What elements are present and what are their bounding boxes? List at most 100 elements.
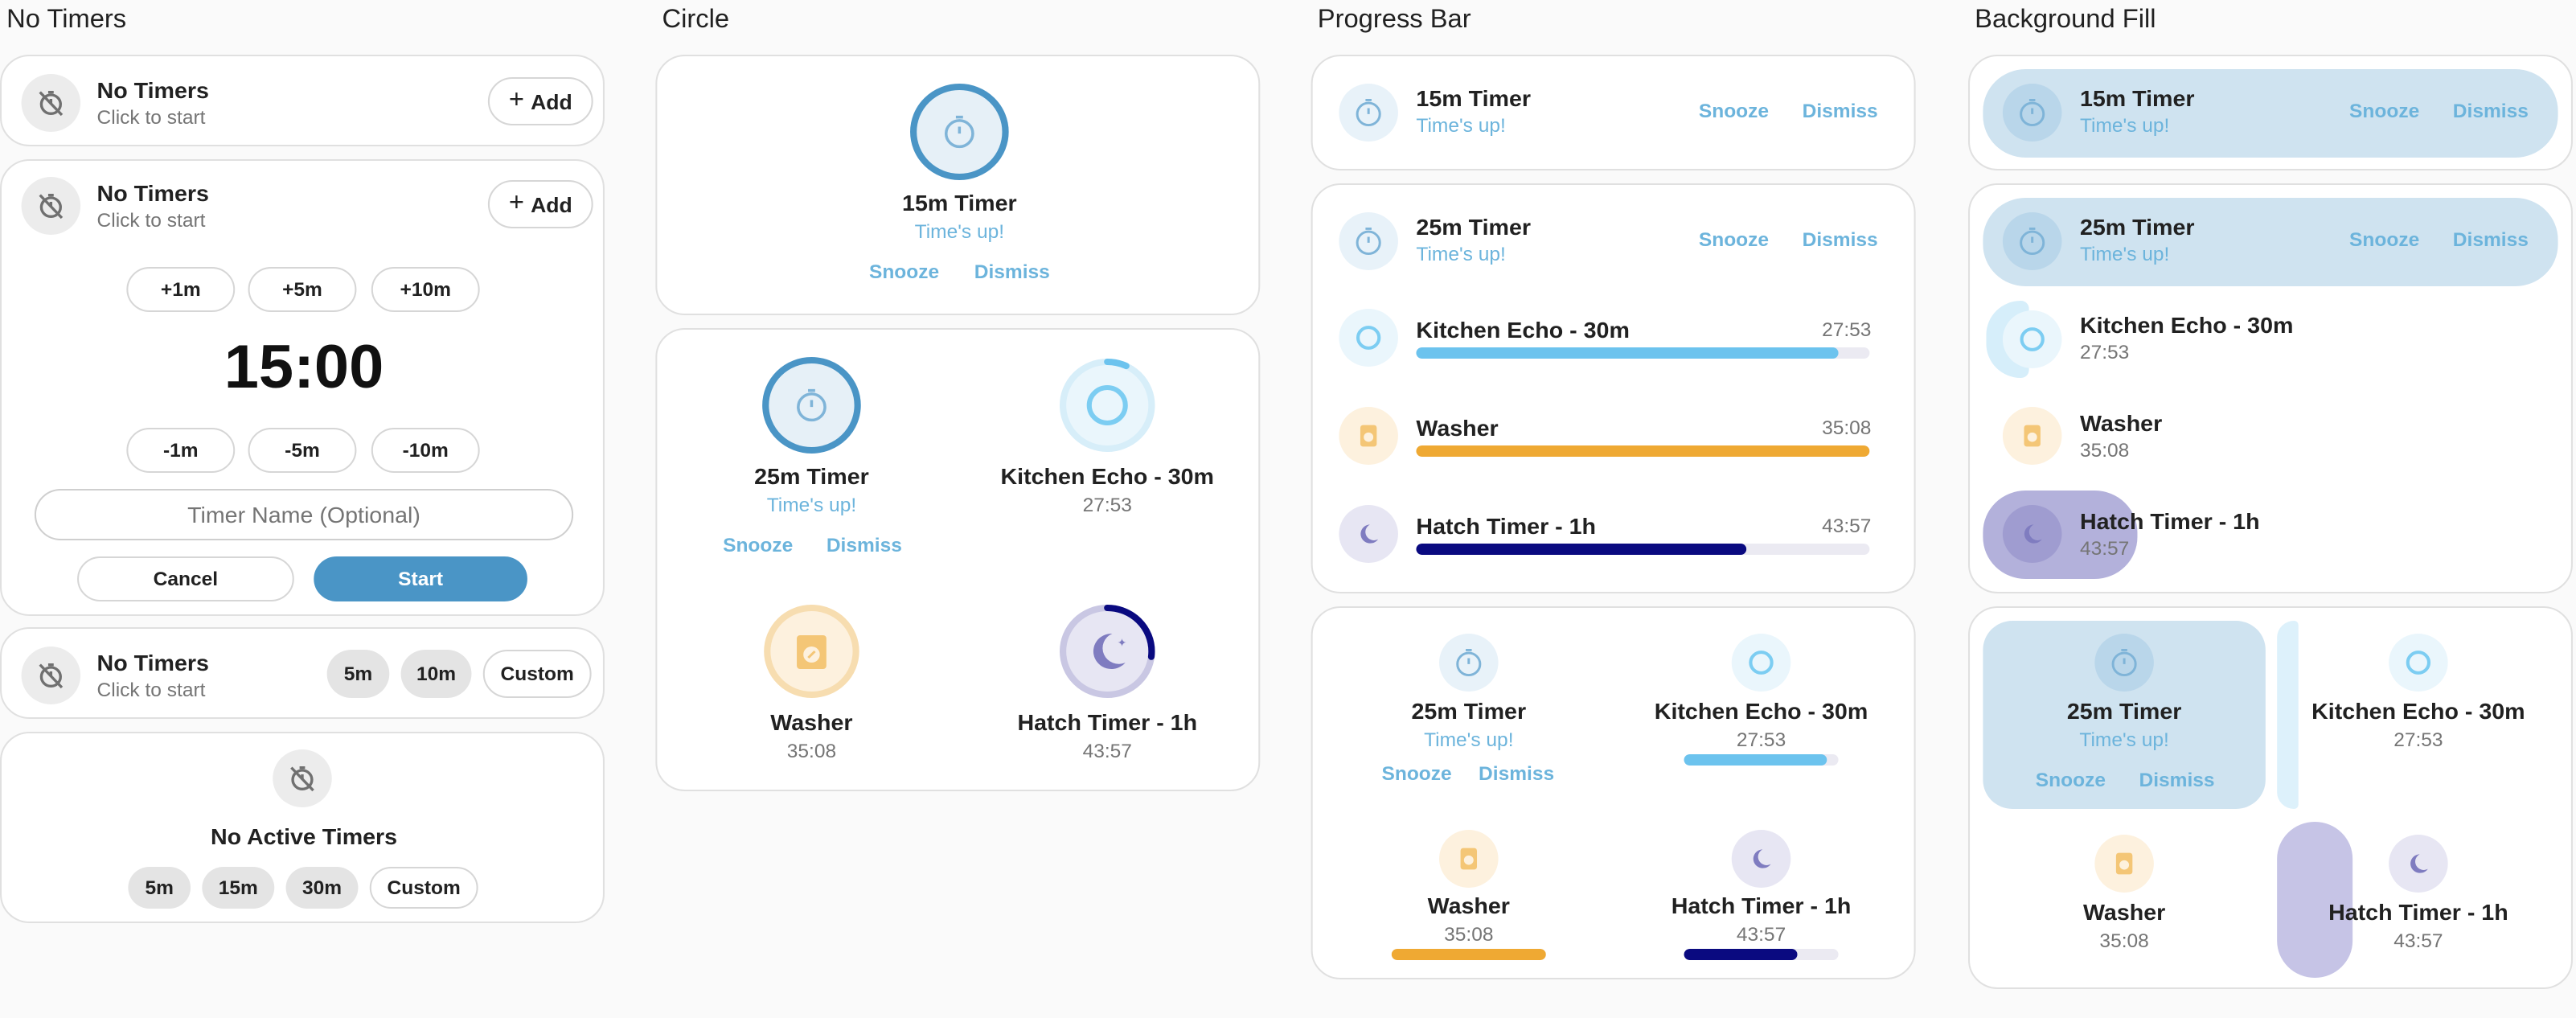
washer-remaining: 35:08: [786, 740, 837, 762]
column-title-progress-bar: Progress Bar: [1317, 6, 1471, 34]
stopwatch-icon: [2002, 212, 2062, 270]
stopwatch-icon: [2002, 84, 2062, 142]
moon-stars-icon: ✦: [1093, 633, 1127, 669]
snooze-button[interactable]: Snooze: [2349, 228, 2420, 251]
echo-title: Kitchen Echo - 30m: [2311, 698, 2525, 724]
echo-ring-icon: [2389, 634, 2448, 692]
dismiss-button[interactable]: Dismiss: [974, 261, 1050, 283]
start-button[interactable]: Start: [314, 556, 527, 601]
time-display: 15:00: [224, 335, 384, 402]
preset-15m-button[interactable]: 15m: [202, 867, 275, 909]
decrement-5m-button[interactable]: -5m: [248, 428, 357, 473]
circle-card-grid[interactable]: 25m Timer Time's up! Snooze Dismiss Kitc…: [655, 328, 1261, 791]
snooze-button[interactable]: Snooze: [1698, 100, 1770, 122]
timer-off-icon: [21, 647, 81, 704]
washer-title: Washer: [2082, 899, 2166, 925]
echo-remaining: 27:53: [1082, 494, 1132, 516]
echo-ring-icon: [1339, 309, 1398, 367]
echo-title: Kitchen Echo - 30m: [1416, 317, 1630, 343]
hatch-title: Hatch Timer - 1h: [2328, 899, 2508, 925]
washer-remaining: 35:08: [2099, 930, 2149, 952]
column-title-circle: Circle: [662, 6, 730, 34]
snooze-button[interactable]: Snooze: [1381, 762, 1452, 785]
timer-off-icon: [21, 177, 81, 235]
washer-title: Washer: [2079, 410, 2163, 436]
circle-card-single[interactable]: 15m Timer Time's up! Snooze Dismiss: [655, 55, 1261, 315]
echo-fill: [2277, 621, 2299, 809]
moon-stars-icon: [1339, 505, 1398, 563]
no-active-timers-card[interactable]: No Active Timers 5m 15m 30m Custom: [0, 732, 605, 923]
dismiss-button[interactable]: Dismiss: [1802, 228, 1878, 251]
progress-card-single[interactable]: 15m Timer Time's up! Snooze Dismiss: [1311, 55, 1916, 170]
stopwatch-icon: [2094, 634, 2154, 692]
dismiss-button[interactable]: Dismiss: [1479, 762, 1555, 785]
timer-name-input[interactable]: Timer Name (Optional): [34, 489, 574, 540]
timer-15m-status: Time's up!: [1416, 114, 1506, 137]
decrement-1m-button[interactable]: -1m: [126, 428, 236, 473]
increment-5m-button[interactable]: +5m: [248, 267, 357, 312]
washer-remaining: 35:08: [2079, 439, 2130, 462]
add-button[interactable]: + Add: [487, 77, 593, 125]
echo-title: Kitchen Echo - 30m: [2079, 312, 2294, 338]
snooze-button[interactable]: Snooze: [1698, 228, 1770, 251]
hatch-remaining: 43:57: [1082, 740, 1132, 762]
increment-10m-button[interactable]: +10m: [371, 267, 480, 312]
bgfill-card-grid[interactable]: 25m Timer Time's up! Snooze Dismiss Kitc…: [1967, 606, 2573, 989]
preset-10m-button[interactable]: 10m: [400, 650, 472, 698]
moon-stars-icon: [1731, 830, 1791, 888]
hatch-progress-bar: [1416, 544, 1870, 555]
echo-progress-bar: [1684, 754, 1839, 766]
no-timers-card[interactable]: No Timers Click to start + Add: [0, 55, 605, 146]
echo-title: Kitchen Echo - 30m: [1000, 463, 1214, 489]
dismiss-button[interactable]: Dismiss: [2139, 769, 2215, 791]
stopwatch-icon: [1339, 212, 1398, 270]
hatch-title: Hatch Timer - 1h: [1017, 709, 1198, 735]
hatch-remaining: 43:57: [1736, 923, 1786, 946]
decrement-10m-button[interactable]: -10m: [371, 428, 480, 473]
add-label: Add: [531, 89, 572, 113]
plus-icon: +: [508, 87, 524, 114]
bgfill-card-list[interactable]: 25m Timer Time's up! Snooze Dismiss Kitc…: [1967, 183, 2573, 593]
stopwatch-icon: [1339, 84, 1398, 142]
dismiss-button[interactable]: Dismiss: [1802, 100, 1878, 122]
hatch-remaining: 43:57: [2393, 930, 2443, 952]
custom-button[interactable]: Custom: [369, 867, 478, 909]
bgfill-card-single[interactable]: 15m Timer Time's up! Snooze Dismiss: [1967, 55, 2573, 170]
progress-card-list[interactable]: 25m Timer Time's up! Snooze Dismiss Kitc…: [1311, 183, 1916, 593]
echo-remaining: 27:53: [2393, 729, 2443, 751]
dismiss-button[interactable]: Dismiss: [2452, 228, 2529, 251]
preset-30m-button[interactable]: 30m: [285, 867, 359, 909]
no-timers-expanded-card[interactable]: No Timers Click to start + Add +1m +5m +1…: [0, 159, 605, 616]
no-timers-presets-card[interactable]: No Timers Click to start 5m 10m Custom: [0, 627, 605, 719]
no-timers-subtitle: Click to start: [96, 679, 206, 701]
dismiss-button[interactable]: Dismiss: [826, 534, 902, 556]
dismiss-button[interactable]: Dismiss: [2452, 100, 2529, 122]
washer-title: Washer: [770, 709, 853, 735]
echo-ring-icon: [1731, 634, 1791, 692]
no-timers-subtitle: Click to start: [96, 209, 206, 232]
preset-5m-button[interactable]: 5m: [128, 867, 191, 909]
timer-25m-title: 25m Timer: [1416, 214, 1532, 240]
no-timers-title: No Timers: [96, 180, 209, 206]
echo-remaining: 27:53: [1822, 318, 1872, 341]
snooze-button[interactable]: Snooze: [2349, 100, 2420, 122]
snooze-button[interactable]: Snooze: [2035, 769, 2106, 791]
custom-button[interactable]: Custom: [482, 650, 592, 698]
preset-5m-button[interactable]: 5m: [326, 650, 390, 698]
increment-1m-button[interactable]: +1m: [126, 267, 236, 312]
no-timers-title: No Timers: [96, 77, 209, 103]
snooze-button[interactable]: Snooze: [868, 261, 940, 283]
snooze-button[interactable]: Snooze: [723, 534, 794, 556]
progress-card-grid[interactable]: 25m Timer Time's up! Snooze Dismiss Kitc…: [1311, 606, 1916, 979]
timer-25m-status: Time's up!: [2079, 243, 2170, 265]
timer-15m-status: Time's up!: [914, 220, 1005, 243]
echo-title: Kitchen Echo - 30m: [1654, 698, 1868, 724]
cancel-button[interactable]: Cancel: [77, 556, 294, 601]
timer-25m-title: 25m Timer: [1411, 698, 1527, 724]
timer-15m-fill: [1983, 69, 2558, 158]
hatch-fill: [2277, 822, 2353, 978]
echo-ring-icon: [2002, 310, 2062, 368]
washing-machine-icon: [2094, 835, 2154, 893]
add-button[interactable]: + Add: [487, 180, 593, 228]
washing-machine-icon: [2002, 407, 2062, 465]
